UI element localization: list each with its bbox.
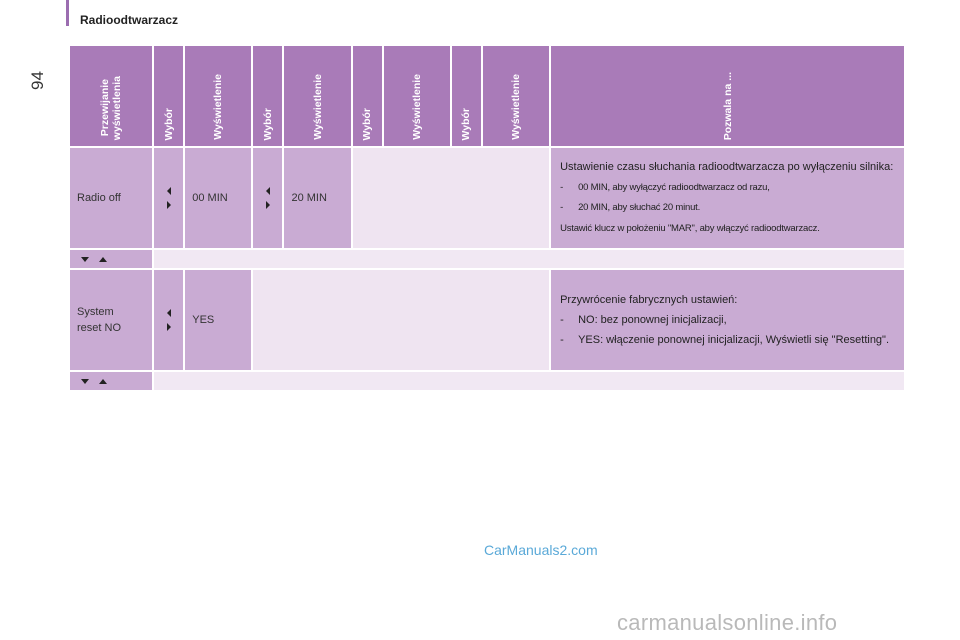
empty-cell — [253, 270, 550, 370]
dash: - — [560, 333, 564, 346]
header-label: Wybór — [261, 107, 274, 140]
header-label: Wybór — [162, 107, 175, 140]
header-cell: Przewijanie wyświetlenia — [70, 46, 153, 146]
description-cell: Ustawienie czasu słuchania radioodtwarza… — [551, 148, 904, 248]
watermark-carmanuals2[interactable]: CarManuals2.com — [484, 542, 598, 558]
display-text: Radio off — [77, 192, 121, 204]
header-cell: Wybór — [253, 46, 283, 146]
description-item: NO: bez ponownej inicjalizacji, — [578, 313, 727, 326]
arrow-up-icon — [99, 257, 107, 262]
value-cell: 00 MIN — [185, 148, 252, 248]
section-marker — [66, 0, 69, 26]
table-row: Radio off 00 MIN 20 MIN Ustawienie czasu… — [70, 148, 904, 248]
header-cell: Wyświetlenie — [284, 46, 351, 146]
value-text: 20 MIN — [291, 192, 327, 204]
description-note: Ustawić klucz w położeniu "MAR", aby włą… — [560, 223, 820, 234]
arrow-right-icon — [166, 201, 171, 209]
header-cell: Wybór — [451, 46, 481, 146]
scroll-cell — [70, 250, 153, 268]
select-cell — [154, 148, 184, 248]
page-number-wrap: 94 — [28, 70, 48, 100]
watermark-carmanualsonline: carmanualsonline.info — [617, 610, 838, 635]
empty-cell — [154, 372, 904, 390]
left-right-arrows — [254, 187, 281, 209]
header-label: Wyświetlenie — [311, 74, 324, 140]
arrow-up-icon — [99, 379, 107, 384]
header-label: Wyświetlenie — [509, 74, 522, 140]
header-cell: Wyświetlenie — [482, 46, 550, 146]
table-row — [70, 372, 904, 390]
section-title: Radioodtwarzacz — [80, 13, 179, 27]
arrow-down-icon — [81, 257, 89, 262]
arrow-down-icon — [81, 379, 89, 384]
header-label: Przewijanie wyświetlenia — [99, 75, 124, 140]
header-label: Wybór — [460, 107, 473, 140]
dash: - — [560, 182, 564, 193]
header-label: Pozwala na ... — [721, 71, 734, 140]
header-label: Wybór — [361, 107, 374, 140]
menu-table: Przewijanie wyświetlenia Wybór Wyświetle… — [68, 44, 906, 392]
arrow-right-icon — [166, 323, 171, 331]
display-cell: System reset NO — [70, 270, 153, 370]
header-cell: Wybór — [352, 46, 382, 146]
header-cell: Wyświetlenie — [185, 46, 252, 146]
description-intro: Ustawienie czasu słuchania radioodtwarza… — [560, 161, 894, 173]
page-number: 94 — [28, 71, 47, 90]
header-label: Wyświetlenie — [212, 74, 225, 140]
value-text: 00 MIN — [192, 192, 228, 204]
dash: - — [560, 202, 564, 213]
description-intro: Przywrócenie fabrycznych ustawień: — [560, 293, 738, 306]
description-cell: Przywrócenie fabrycznych ustawień: - NO: … — [551, 270, 904, 370]
select-cell — [253, 148, 283, 248]
header-cell: Wybór — [154, 46, 184, 146]
select-cell — [154, 270, 184, 370]
description-item: 00 MIN, aby wyłączyć radioodtwarzacz od … — [578, 182, 770, 193]
empty-cell — [154, 250, 904, 268]
arrow-right-icon — [265, 201, 270, 209]
table-row: System reset NO YES Przywrócenie fabrycz… — [70, 270, 904, 370]
table-row — [70, 250, 904, 268]
value-cell: YES — [185, 270, 252, 370]
description-item: 20 MIN, aby słuchać 20 minut. — [578, 202, 701, 213]
value-cell: 20 MIN — [284, 148, 351, 248]
display-cell: Radio off — [70, 148, 153, 248]
header-cell: Wyświetlenie — [383, 46, 450, 146]
dash: - — [560, 313, 564, 326]
arrow-left-icon — [166, 187, 171, 195]
value-text: YES — [192, 314, 215, 326]
header-row: Przewijanie wyświetlenia Wybór Wyświetle… — [70, 46, 904, 146]
arrow-left-icon — [166, 309, 171, 317]
header-label: Wyświetlenie — [410, 74, 423, 140]
display-text: System reset NO — [77, 306, 122, 334]
left-right-arrows — [155, 309, 182, 331]
description-item: YES: włączenie ponownej inicjalizacji, W… — [578, 333, 890, 346]
header-cell: Pozwala na ... — [551, 46, 904, 146]
scroll-cell — [70, 372, 153, 390]
left-right-arrows — [155, 187, 182, 209]
empty-cell — [352, 148, 550, 248]
arrow-left-icon — [265, 187, 270, 195]
